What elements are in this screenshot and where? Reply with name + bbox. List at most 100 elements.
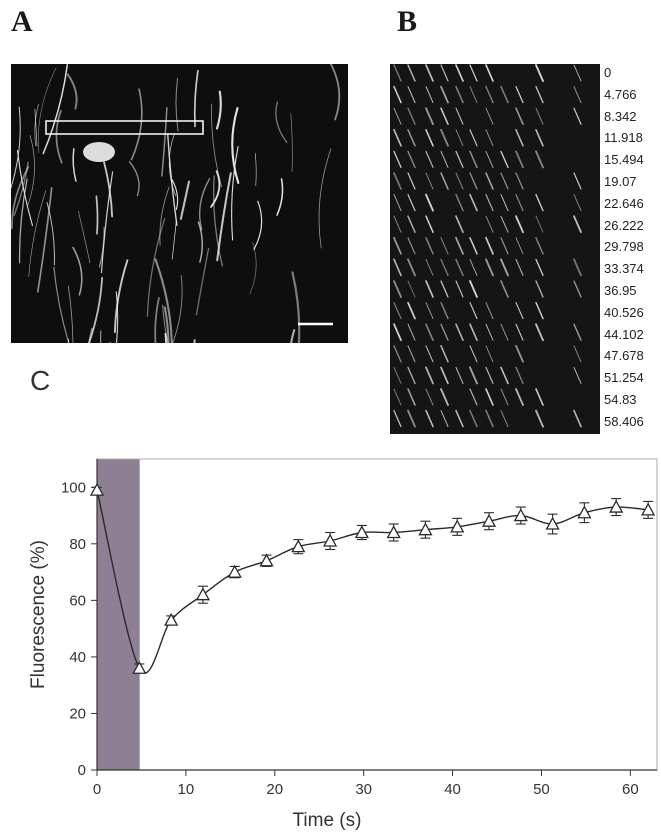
kymograph-streak [425, 237, 434, 255]
kymograph-streak [535, 258, 544, 277]
kymograph-time-label: 47.678 [604, 348, 644, 364]
fiber-strand [72, 148, 77, 182]
x-tick-label: 0 [93, 781, 101, 798]
x-tick-label: 10 [178, 781, 195, 798]
kymograph-streak [573, 366, 582, 384]
fiber-strand [215, 90, 222, 130]
kymograph-streak [573, 345, 582, 363]
kymograph-streak [515, 129, 524, 147]
kymograph-streak [455, 107, 464, 125]
kymograph-streak [393, 258, 402, 277]
kymograph-time-label: 33.374 [604, 261, 644, 277]
fiber-strand [179, 180, 191, 220]
kymograph-streak [440, 301, 449, 320]
fiber-strand [154, 258, 173, 343]
kymograph-streak [573, 194, 582, 212]
fiber-strand [88, 277, 103, 343]
kymograph-streak [393, 194, 402, 212]
kymograph-time-label: 54.83 [604, 392, 637, 407]
fiber-strand [253, 200, 263, 250]
kymograph-streak [425, 366, 434, 385]
kymograph-streak [535, 301, 544, 320]
kymograph-time-label: 40.526 [604, 304, 644, 320]
kymograph-streak [407, 150, 416, 169]
kymograph-streak [393, 345, 402, 363]
kymograph-streak [425, 409, 434, 428]
data-point-triangle [450, 519, 465, 533]
fiber-strand [18, 178, 28, 264]
fiber-strand [161, 106, 168, 177]
y-tick-label: 100 [61, 479, 86, 496]
kymograph-streak [535, 280, 544, 298]
kymograph-streak [425, 302, 434, 320]
kymograph-streak [425, 64, 434, 82]
kymograph-streak [455, 64, 464, 82]
kymograph-streak [440, 237, 449, 255]
data-point-triangle [227, 564, 242, 578]
kymograph-streak [535, 85, 544, 104]
kymograph-streak [407, 258, 416, 277]
kymograph-streak [573, 280, 582, 298]
y-tick-label: 80 [69, 536, 86, 553]
fiber-strand [72, 246, 83, 296]
kymograph-streak [573, 172, 582, 190]
fiber-strand [42, 64, 69, 155]
kymograph-streak [455, 280, 464, 298]
fiber-strand [38, 67, 57, 153]
fiber-strand [28, 190, 47, 277]
data-point-triangle [291, 539, 306, 553]
kymograph-streak [500, 194, 509, 212]
fiber-strand [199, 177, 211, 231]
fiber-strand [231, 145, 239, 241]
x-axis-label: Time (s) [293, 810, 362, 831]
kymograph-streak [515, 215, 524, 234]
kymograph-streak [535, 128, 544, 147]
kymograph-streak [515, 172, 524, 190]
panel-label-b: B [397, 5, 418, 38]
data-point-triangle [89, 482, 105, 496]
kymograph-streak [455, 409, 464, 428]
kymograph-streak [407, 409, 416, 428]
kymograph-streak [393, 388, 402, 406]
kymograph-streak [469, 193, 478, 212]
data-point-triangle [195, 587, 211, 601]
kymograph-streak [455, 258, 464, 277]
kymograph-streak [407, 388, 416, 406]
kymograph-streak [485, 150, 494, 168]
kymograph-streak [535, 107, 544, 125]
kymograph-time-label: 58.406 [604, 413, 644, 429]
kymograph-streak [440, 388, 449, 406]
fiber-strand [36, 187, 53, 293]
data-point-triangle [322, 533, 338, 547]
kymograph-time-label: 4.766 [604, 86, 637, 102]
data-point-triangle [609, 499, 624, 513]
kymograph-streak [500, 366, 509, 385]
kymograph-streak [500, 388, 509, 406]
fiber-strand [16, 149, 34, 227]
kymograph-streak [500, 280, 509, 298]
data-point-triangle [513, 508, 528, 522]
fiber-strand [128, 161, 140, 197]
kymograph-streak [393, 172, 402, 190]
fiber-strand [210, 170, 221, 208]
fiber-strand [146, 217, 166, 317]
x-tick-label: 40 [444, 781, 461, 798]
fiber-strand [216, 172, 232, 262]
fiber-strand [231, 107, 240, 184]
fiber-strand [254, 152, 257, 186]
kymograph-streak [573, 409, 582, 428]
kymograph-time-label: 0 [604, 65, 612, 80]
fiber-strand [290, 329, 296, 343]
kymograph-streak [440, 280, 449, 298]
fiber-strand [290, 113, 293, 172]
kymograph-streak [485, 215, 494, 233]
fiber-strand [34, 103, 39, 147]
fiber-strand [130, 88, 143, 161]
kymograph-time-label: 11.918 [604, 130, 643, 146]
data-point-triangle [577, 505, 592, 519]
kymograph-streak [425, 258, 434, 276]
fiber-strand [171, 220, 177, 260]
kymograph-streak [393, 280, 402, 298]
kymograph-streak [440, 150, 449, 168]
kymograph-streak [393, 128, 402, 147]
